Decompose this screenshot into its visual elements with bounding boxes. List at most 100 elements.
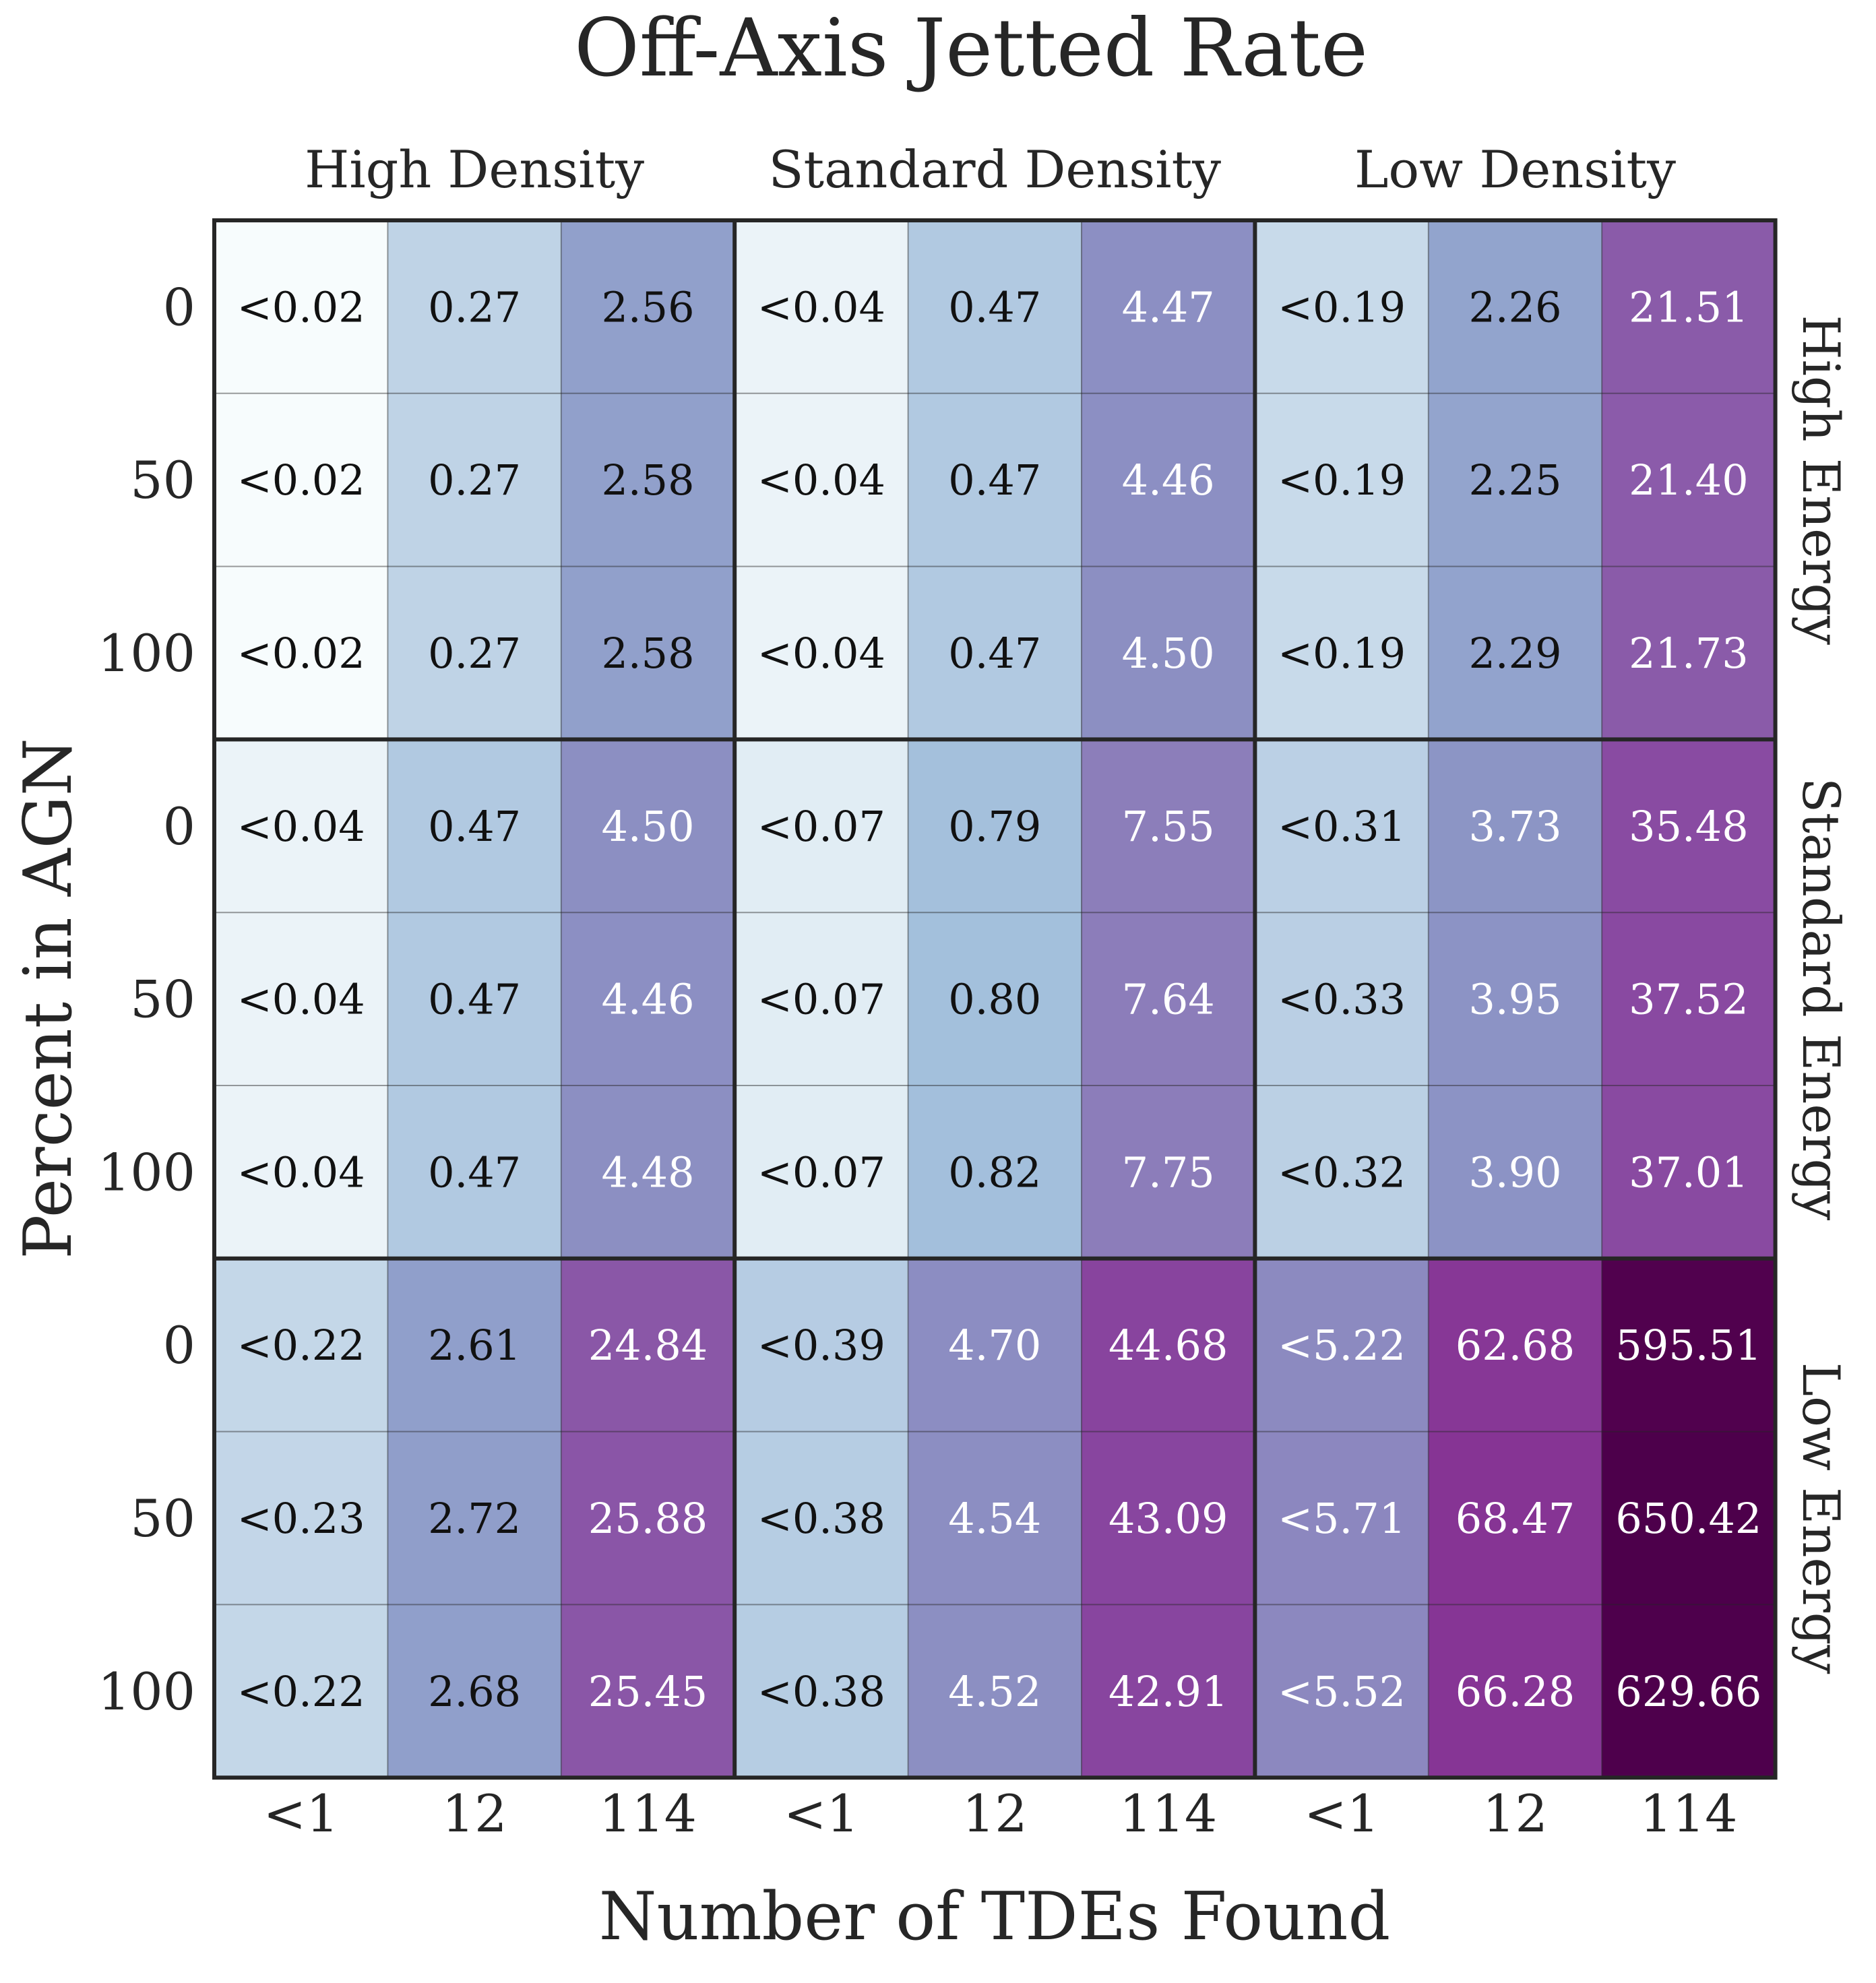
cell-value-label: 43.09: [1108, 1494, 1228, 1543]
heatmap-cell: [387, 1085, 562, 1259]
heatmap-cell: [561, 1258, 735, 1433]
heatmap-cell: [908, 1604, 1082, 1778]
heatmap-cell: [561, 393, 735, 567]
heatmap-cells: [214, 220, 1776, 1778]
y-tick-label: 0: [163, 277, 195, 337]
heatmap-cell: [214, 393, 388, 567]
heatmap-cell: [1602, 739, 1776, 913]
cell-value-label: <0.19: [1278, 282, 1406, 332]
heatmap-cell: [1428, 912, 1602, 1086]
cell-value-label: 37.01: [1629, 1147, 1749, 1197]
x-tick-label: 114: [1639, 1784, 1737, 1844]
cell-value-label: <0.39: [757, 1321, 885, 1370]
heatmap-cell: [387, 220, 562, 394]
cell-value-label: <0.04: [237, 802, 365, 851]
heatmap-cell: [387, 1258, 562, 1433]
heatmap-cell: [734, 1431, 909, 1605]
heatmap-cell: [561, 1431, 735, 1605]
cell-value-label: <0.04: [757, 282, 885, 332]
heatmap-cell: [734, 912, 909, 1086]
cell-value-label: 25.45: [588, 1667, 708, 1716]
heatmap-cell: [734, 220, 909, 394]
cell-value-label: 2.26: [1468, 282, 1561, 332]
heatmap-cell: [1255, 1258, 1429, 1433]
heatmap-cell: [1602, 1258, 1776, 1433]
cell-value-label: <0.02: [237, 455, 365, 505]
cell-value-label: 4.48: [601, 1147, 694, 1197]
row-group-label: Standard Energy: [1791, 778, 1851, 1220]
cell-value-label: <0.33: [1278, 975, 1406, 1024]
heatmap-cell: [214, 1085, 388, 1259]
heatmap-cell: [1082, 1258, 1255, 1433]
heatmap-cell: [908, 739, 1082, 913]
cell-value-label: 4.46: [601, 975, 694, 1024]
cell-value-label: 2.72: [428, 1494, 521, 1543]
cell-value-label: <0.32: [1278, 1147, 1406, 1197]
heatmap-cell: [1255, 393, 1429, 567]
heatmap-cell: [561, 220, 735, 394]
heatmap-cell: [1428, 566, 1602, 740]
heatmap-cell: [1255, 739, 1429, 913]
heatmap-cell: [1255, 220, 1429, 394]
heatmap-cell: [908, 566, 1082, 740]
row-group-label: Low Energy: [1791, 1362, 1851, 1674]
cell-value-label: 0.47: [948, 629, 1041, 678]
x-tick-label: <1: [1304, 1784, 1379, 1844]
heatmap-cell: [734, 1085, 909, 1259]
cell-value-label: 21.73: [1629, 629, 1749, 678]
heatmap-cell: [561, 739, 735, 913]
heatmap-cell: [387, 393, 562, 567]
heatmap-cell: [1255, 912, 1429, 1086]
heatmap-cell: [1602, 1085, 1776, 1259]
heatmap-cell: [387, 739, 562, 913]
heatmap-grid: [212, 218, 1778, 1780]
cell-value-label: 25.88: [588, 1494, 708, 1543]
cell-value-label: 2.58: [601, 629, 694, 678]
cell-value-label: 4.70: [948, 1321, 1041, 1370]
heatmap-cell: [214, 566, 388, 740]
cell-value-label: 0.27: [428, 455, 521, 505]
heatmap-cell: [1082, 1085, 1255, 1259]
x-tick-label: 12: [962, 1784, 1028, 1844]
column-group-labels: High Density Standard Density Low Density: [305, 139, 1676, 199]
cell-value-label: 3.73: [1468, 802, 1561, 851]
heatmap-cell: [1082, 1431, 1255, 1605]
y-tick-label: 0: [163, 796, 195, 856]
cell-value-label: 4.52: [948, 1667, 1041, 1716]
heatmap-cell: [908, 393, 1082, 567]
heatmap-cell: [1602, 393, 1776, 567]
cell-value-label: 4.50: [1122, 629, 1215, 678]
cell-value-label: 2.61: [428, 1321, 521, 1370]
heatmap-cell: [214, 220, 388, 394]
heatmap-cell: [214, 1258, 388, 1433]
cell-value-label: 3.95: [1468, 975, 1561, 1024]
x-axis-label: Number of TDEs Found: [599, 1879, 1390, 1955]
chart-title: Off-Axis Jetted Rate: [574, 1, 1368, 94]
heatmap-cell: [908, 1258, 1082, 1433]
cell-value-label: 7.64: [1122, 975, 1215, 1024]
cell-value-label: 0.27: [428, 282, 521, 332]
cell-value-label: 2.25: [1468, 455, 1561, 505]
heatmap-cell: [734, 1604, 909, 1778]
heatmap-cell: [1255, 1085, 1429, 1259]
cell-value-label: 24.84: [588, 1321, 708, 1370]
cell-value-label: <0.22: [237, 1667, 365, 1716]
x-tick-label: 12: [1482, 1784, 1548, 1844]
heatmap-cell: [1428, 220, 1602, 394]
y-tick-label: 100: [98, 1662, 195, 1722]
y-tick-label: 100: [98, 1142, 195, 1202]
heatmap-cell: [1602, 566, 1776, 740]
heatmap-cell: [908, 912, 1082, 1086]
y-tick-label: 50: [130, 450, 195, 510]
heatmap-cell: [561, 912, 735, 1086]
cell-value-label: 37.52: [1629, 975, 1749, 1024]
cell-value-label: 0.80: [948, 975, 1041, 1024]
heatmap-cell: [734, 1258, 909, 1433]
cell-value-label: <0.02: [237, 629, 365, 678]
cell-value-label: 4.50: [601, 802, 694, 851]
cell-value-label: <0.04: [757, 455, 885, 505]
cell-value-label: 2.68: [428, 1667, 521, 1716]
heatmap-cell: [1602, 1604, 1776, 1778]
column-group-label: High Density: [305, 139, 644, 199]
cell-value-label: 21.40: [1629, 455, 1749, 505]
